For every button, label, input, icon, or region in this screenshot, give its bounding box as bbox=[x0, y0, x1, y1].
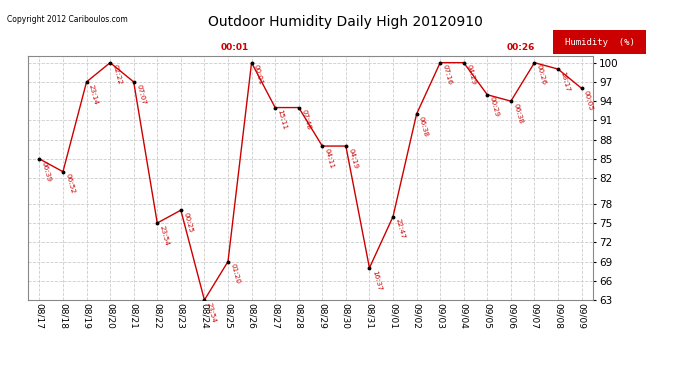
Text: 04:29: 04:29 bbox=[465, 64, 476, 86]
Text: 23:14: 23:14 bbox=[88, 83, 99, 105]
Text: 07:16: 07:16 bbox=[442, 64, 453, 86]
Text: 07:07: 07:07 bbox=[135, 83, 146, 105]
Text: 15:11: 15:11 bbox=[277, 109, 288, 131]
Text: 01:20: 01:20 bbox=[229, 263, 241, 285]
Text: 06:39: 06:39 bbox=[41, 160, 52, 182]
Text: 18:17: 18:17 bbox=[560, 70, 571, 92]
Text: 22:47: 22:47 bbox=[395, 218, 406, 240]
Text: 00:26: 00:26 bbox=[536, 64, 547, 86]
Text: 04:11: 04:11 bbox=[324, 147, 335, 169]
Text: 00:26: 00:26 bbox=[506, 44, 535, 52]
Text: 07:48: 07:48 bbox=[300, 109, 311, 131]
Text: 00:05: 00:05 bbox=[583, 90, 594, 111]
Text: 00:29: 00:29 bbox=[489, 96, 500, 118]
Text: 02:22: 02:22 bbox=[112, 64, 123, 86]
Text: 06:38: 06:38 bbox=[512, 102, 524, 125]
Text: Humidity  (%): Humidity (%) bbox=[565, 38, 635, 47]
Text: 04:19: 04:19 bbox=[347, 147, 359, 169]
Text: 00:25: 00:25 bbox=[182, 211, 193, 233]
Text: 23:54: 23:54 bbox=[159, 224, 170, 246]
Text: 06:38: 06:38 bbox=[418, 116, 429, 137]
Text: 00:01: 00:01 bbox=[253, 64, 264, 86]
Text: Outdoor Humidity Daily High 20120910: Outdoor Humidity Daily High 20120910 bbox=[208, 15, 482, 29]
Text: Copyright 2012 Cariboulos.com: Copyright 2012 Cariboulos.com bbox=[7, 15, 128, 24]
Text: 23:54: 23:54 bbox=[206, 302, 217, 323]
Text: 16:37: 16:37 bbox=[371, 269, 382, 291]
Text: 06:52: 06:52 bbox=[64, 173, 76, 195]
Text: 00:01: 00:01 bbox=[220, 44, 248, 52]
